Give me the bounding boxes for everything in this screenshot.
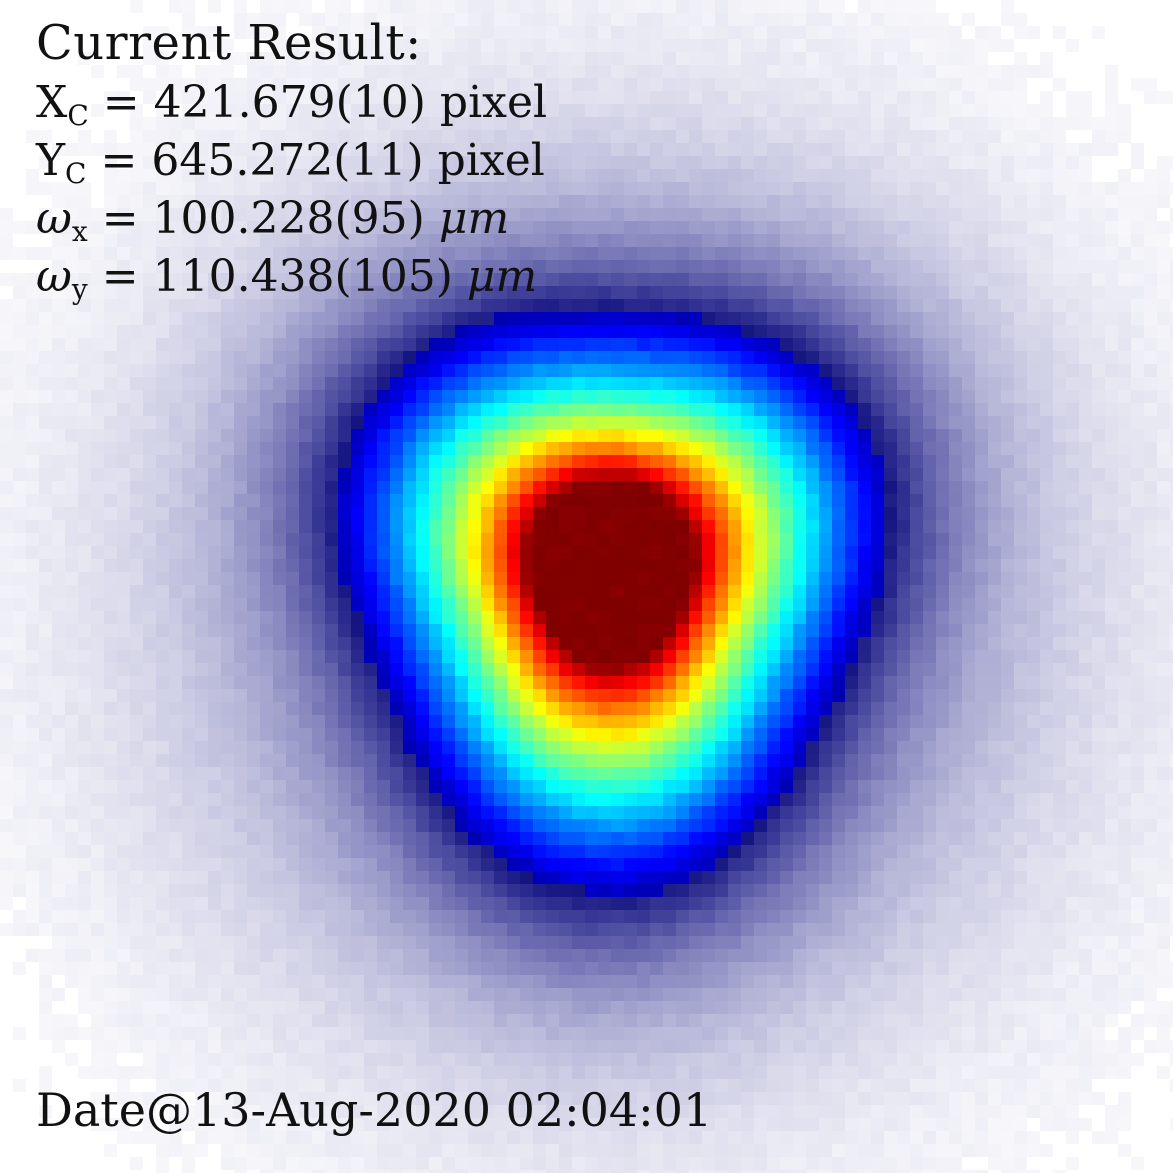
symbol: Y [36, 135, 66, 186]
value: 421.679(10) [153, 77, 426, 128]
result-line-yc: YC = 645.272(11) pixel [36, 132, 547, 190]
unit: μm [438, 193, 510, 244]
result-line-wy: ωy = 110.438(105) μm [36, 248, 547, 306]
equals-sign: = [101, 193, 139, 244]
equals-sign: = [102, 77, 140, 128]
unit: pixel [439, 77, 548, 128]
value: 100.228(95) [152, 193, 425, 244]
unit: pixel [437, 135, 545, 186]
timestamp-label: Date@13-Aug-2020 02:04:01 [36, 1083, 713, 1137]
result-line-wx: ωx = 100.228(95) μm [36, 190, 547, 248]
equals-sign: = [101, 251, 139, 302]
equals-sign: = [100, 135, 138, 186]
value: 645.272(11) [151, 135, 424, 186]
symbol: X [36, 77, 68, 128]
symbol: ω [36, 193, 72, 244]
result-line-xc: XC = 421.679(10) pixel [36, 74, 547, 132]
subscript: x [71, 215, 88, 248]
unit: μm [466, 251, 538, 302]
symbol: ω [36, 251, 72, 302]
result-panel: Current Result: XC = 421.679(10) pixel Y… [36, 12, 547, 306]
subscript: C [67, 99, 89, 132]
subscript: C [65, 157, 87, 190]
result-title: Current Result: [36, 15, 422, 71]
value: 110.438(105) [152, 251, 453, 302]
subscript: y [71, 273, 88, 306]
